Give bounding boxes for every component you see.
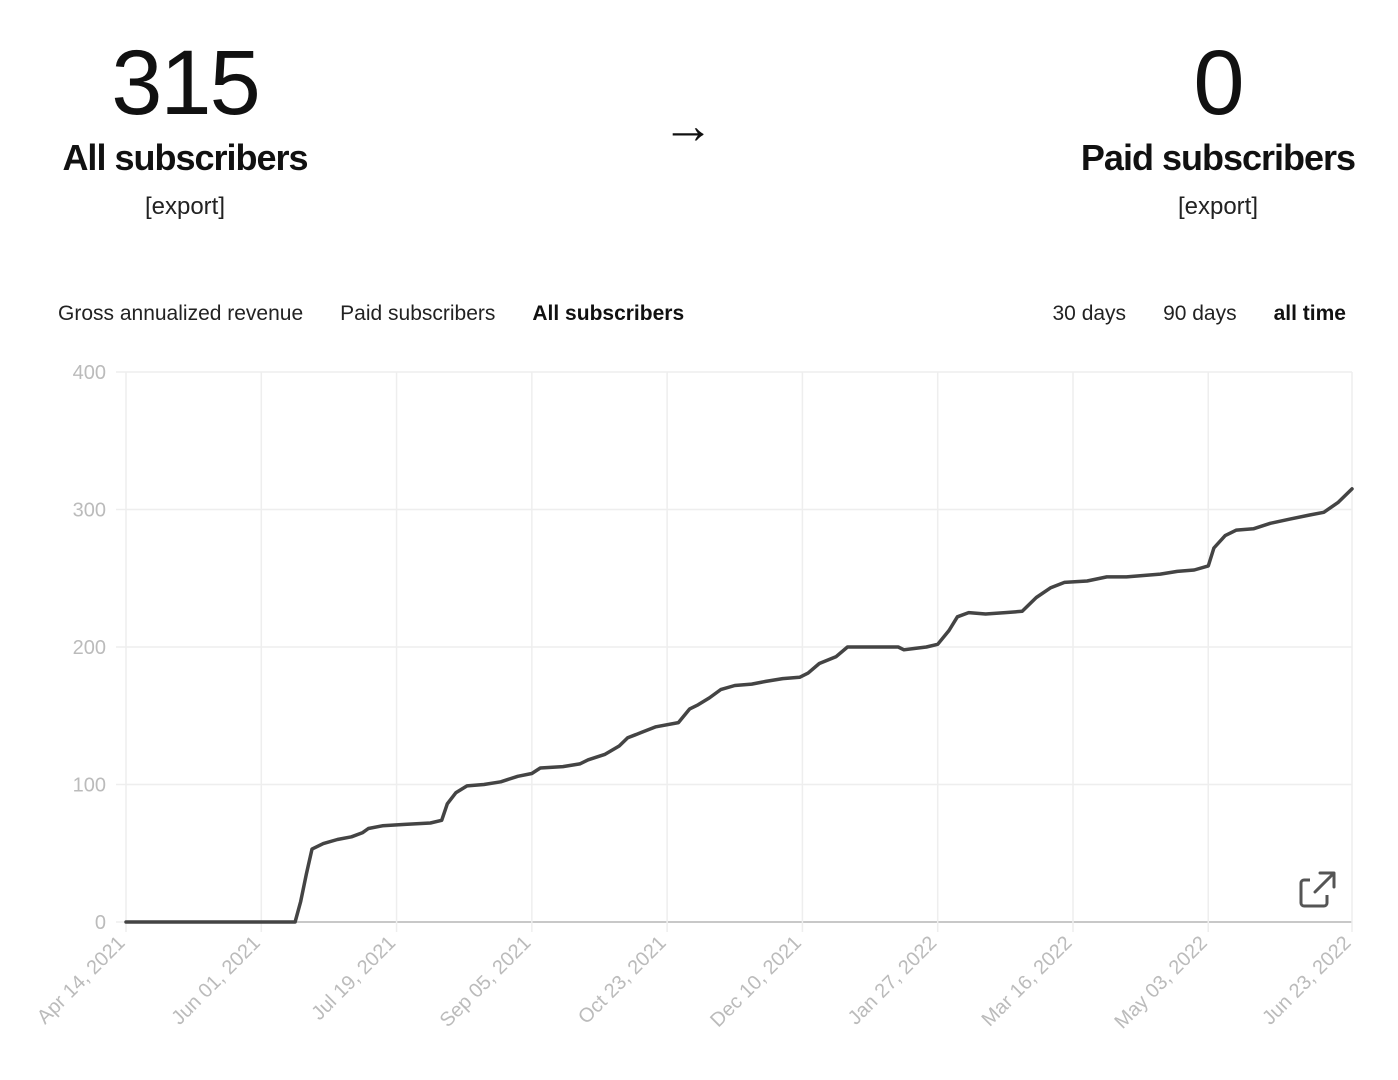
tab-all-subscribers[interactable]: All subscribers <box>532 302 685 325</box>
chart-controls: Gross annualized revenue Paid subscriber… <box>58 302 1346 332</box>
tab-30-days[interactable]: 30 days <box>1052 302 1127 325</box>
paid-subscribers-label: Paid subscribers <box>1080 137 1356 178</box>
y-tick-label: 200 <box>73 637 106 659</box>
x-tick-label: Jun 01, 2021 <box>167 932 264 1029</box>
x-tick-label: May 03, 2022 <box>1111 932 1212 1033</box>
all-subscribers-count: 315 <box>111 32 261 134</box>
all-subscribers-label: All subscribers <box>62 137 308 178</box>
y-tick-label: 400 <box>73 362 106 384</box>
y-tick-label: 300 <box>73 500 106 522</box>
tab-all-time[interactable]: all time <box>1273 302 1346 325</box>
all-subscribers-stat: 315 All subscribers [export] <box>0 30 385 222</box>
subscribers-line-chart: 0 100 200 300 400 Apr 14, 2021 Jun 01, 2021 Jul… <box>33 362 1356 1033</box>
x-tick-label: Jul 19, 2021 <box>307 932 400 1025</box>
export-paid-subscribers-link[interactable]: [export] <box>1177 193 1259 220</box>
range-tabs: 30 days 90 days all time <box>1053 302 1347 326</box>
x-tick-label: Sep 05, 2021 <box>436 932 536 1032</box>
x-tick-label: Apr 14, 2021 <box>33 932 130 1029</box>
x-tick-label: Jan 27, 2022 <box>844 932 941 1029</box>
y-tick-label: 100 <box>73 775 106 797</box>
tab-paid-subscribers[interactable]: Paid subscribers <box>340 302 496 325</box>
right-arrow-icon: → <box>662 97 714 155</box>
series-line-all-subscribers <box>124 487 1354 924</box>
x-tick-label: Oct 23, 2021 <box>574 932 671 1029</box>
x-tick-label: Dec 10, 2021 <box>706 932 806 1032</box>
tab-90-days[interactable]: 90 days <box>1163 302 1237 325</box>
paid-subscribers-count: 0 <box>1193 32 1244 134</box>
external-link-icon[interactable] <box>1298 869 1338 909</box>
y-tick-label: 0 <box>95 912 106 934</box>
x-tick-label: Mar 16, 2022 <box>978 932 1077 1031</box>
export-all-subscribers-link[interactable]: [export] <box>144 193 226 220</box>
tab-gross-annualized-revenue[interactable]: Gross annualized revenue <box>58 302 304 325</box>
x-tick-label: Jun 23, 2022 <box>1258 932 1355 1029</box>
metric-tabs: Gross annualized revenue Paid subscriber… <box>58 302 684 326</box>
paid-subscribers-stat: 0 Paid subscribers [export] <box>1018 30 1398 222</box>
